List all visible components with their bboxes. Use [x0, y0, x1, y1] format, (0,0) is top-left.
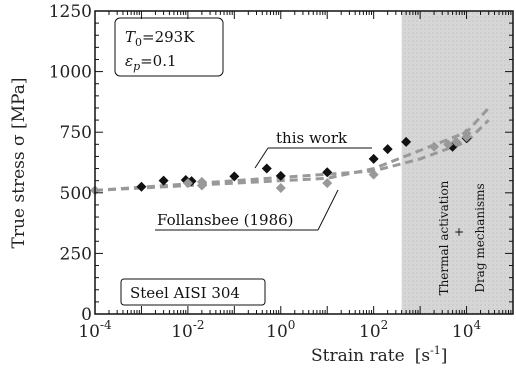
y-tick-label: 0 — [81, 305, 92, 325]
data-point — [451, 136, 462, 147]
y-tick-label: 250 — [60, 244, 92, 264]
y-tick-label: 750 — [60, 123, 92, 143]
shaded-region-label: Drag mechanisms — [473, 183, 487, 292]
data-point — [275, 182, 286, 193]
y-tick-label: 1000 — [49, 63, 92, 83]
data-point — [229, 171, 240, 182]
shaded-region-label: Thermal activation — [437, 180, 451, 295]
data-point — [275, 170, 286, 181]
x-tick-label: 10-2 — [171, 318, 204, 342]
data-point — [461, 132, 472, 143]
follansbee-label: Follansbee (1986) — [157, 211, 294, 229]
x-axis-title: Strain rate [s-1] — [311, 344, 447, 366]
this-work-leader — [254, 147, 269, 169]
x-tick-label: 102 — [359, 318, 388, 342]
params-box — [114, 17, 224, 77]
data-point — [322, 167, 333, 178]
data-point — [368, 169, 379, 180]
data-point — [443, 139, 454, 150]
shaded-region-label: + — [452, 227, 466, 237]
follansbee-leader — [317, 189, 339, 231]
x-tick-label: 10-4 — [78, 318, 112, 342]
data-point — [158, 175, 169, 186]
shaded-region-labels: Thermal activation + Drag mechanisms — [437, 180, 487, 295]
data-point — [401, 136, 412, 147]
data-point — [368, 153, 379, 164]
params-line-2: εp=0.1 — [125, 52, 177, 73]
data-point — [182, 178, 193, 189]
data-markers — [90, 128, 472, 196]
shaded-region — [401, 11, 513, 314]
y-tick-label: 500 — [60, 184, 92, 204]
y-tick-label: 1250 — [49, 2, 92, 22]
material-label: Steel AISI 304 — [130, 284, 240, 302]
material-box — [120, 278, 266, 306]
data-point — [136, 181, 147, 192]
x-tick-label: 104 — [452, 318, 482, 342]
data-point — [261, 163, 272, 174]
x-tick-label: 100 — [266, 318, 295, 342]
data-point — [322, 178, 333, 189]
data-point — [196, 180, 207, 191]
params-line-1: T0=293K — [125, 28, 195, 49]
data-point — [382, 144, 393, 155]
data-point — [429, 141, 440, 152]
fit-line — [94, 106, 490, 192]
this-work-label: this work — [276, 129, 348, 147]
plot-frame — [94, 10, 514, 315]
y-axis-title: True stress σ [MPa] — [9, 78, 29, 249]
